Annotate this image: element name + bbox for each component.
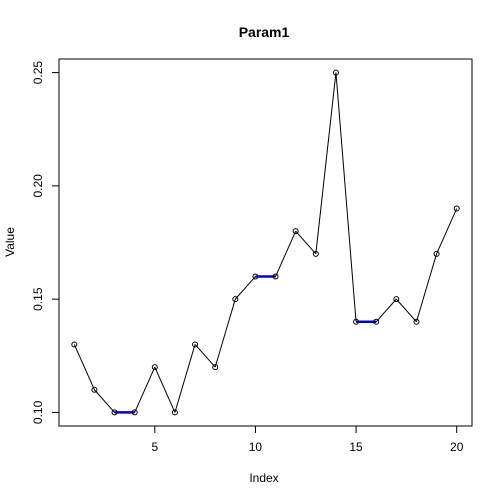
x-tick-label: 10 <box>249 440 263 454</box>
line-segment <box>295 230 317 255</box>
x-tick-label: 20 <box>450 440 464 454</box>
data-point <box>453 205 460 212</box>
y-tick-label: 0.20 <box>31 174 45 198</box>
x-axis: 5 10 15 20 <box>151 425 464 454</box>
x-axis-label: Index <box>249 471 278 485</box>
line-segment <box>194 344 216 368</box>
data-point <box>71 341 78 348</box>
line-segment <box>234 276 256 300</box>
line-segment <box>375 298 397 323</box>
data-point <box>373 318 380 325</box>
line-segment <box>134 366 156 413</box>
plot-frame <box>58 58 473 427</box>
series-param1 <box>71 69 460 416</box>
y-tick-label: 0.10 <box>31 400 45 424</box>
data-point <box>91 386 98 393</box>
line-segment <box>94 389 115 413</box>
line-segment <box>395 298 417 323</box>
data-point <box>332 69 339 76</box>
line-segment <box>73 344 95 390</box>
line-segment <box>436 208 458 255</box>
data-point <box>312 250 319 257</box>
data-point <box>151 364 158 371</box>
y-axis: 0.10 0.15 0.20 0.25 <box>31 61 60 424</box>
line-segment <box>335 72 357 322</box>
data-point <box>353 318 360 325</box>
data-point <box>192 341 199 348</box>
line-segment <box>275 230 297 277</box>
x-tick-label: 5 <box>151 440 158 454</box>
y-tick-label: 0.15 <box>31 287 45 311</box>
chart-title: Param1 <box>239 24 290 40</box>
data-point <box>413 318 420 325</box>
x-tick-label: 15 <box>349 440 363 454</box>
data-point <box>393 296 400 303</box>
y-axis-label: Value <box>3 227 17 257</box>
line-segment <box>154 366 176 413</box>
line-segment <box>214 298 236 368</box>
data-point <box>272 273 279 280</box>
line-segment <box>315 72 337 254</box>
data-point <box>212 364 219 371</box>
data-point <box>111 409 118 416</box>
line-segment <box>415 253 438 322</box>
data-point <box>252 273 259 280</box>
data-point <box>232 296 239 303</box>
data-point <box>171 409 178 416</box>
data-point <box>433 250 440 257</box>
data-point <box>131 409 138 416</box>
data-point <box>292 228 299 235</box>
y-tick-label: 0.25 <box>31 61 45 85</box>
line-segment <box>174 344 196 413</box>
